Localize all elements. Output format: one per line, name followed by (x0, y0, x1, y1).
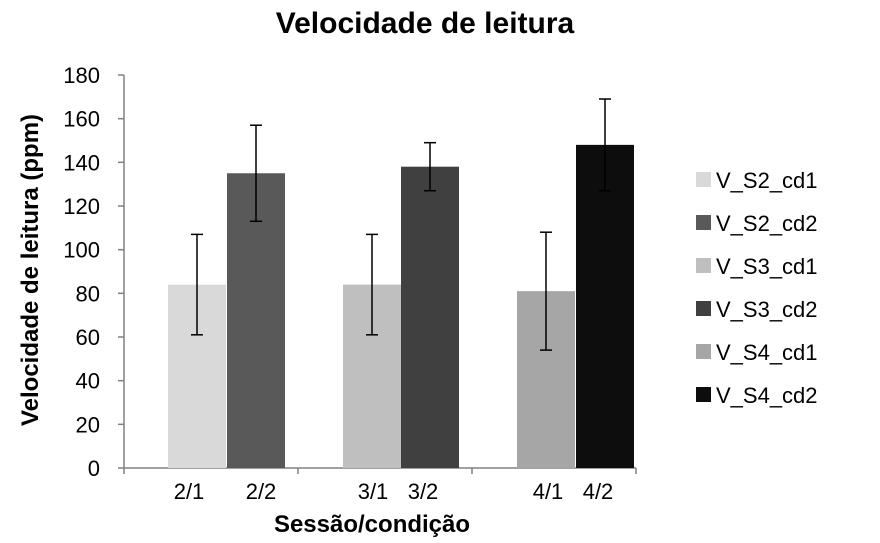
bar-v-s4-cd2 (576, 144, 634, 468)
y-tick-label: 100 (63, 238, 100, 263)
legend-swatch (696, 258, 711, 273)
bars (168, 144, 634, 468)
legend-item-v-s4-cd2: V_S4_cd2 (696, 383, 818, 408)
y-tick-label: 140 (63, 150, 100, 175)
y-axis-title: Velocidade de leitura (ppm) (17, 114, 44, 426)
legend-swatch (696, 387, 711, 402)
chart-title: Velocidade de leitura (276, 7, 575, 40)
legend: V_S2_cd1 V_S2_cd2 V_S3_cd1 V_S3_cd2 V_S4_cd1… (696, 168, 818, 408)
legend-swatch (696, 301, 711, 316)
legend-item-v-s4-cd1: V_S4_cd1 (696, 340, 818, 365)
y-axis: 0 20 40 60 80 100 120 140 160 180 (63, 63, 125, 481)
x-tick-label: 2/1 (174, 479, 205, 504)
x-tick-labels: 2/1 2/2 3/1 3/2 4/1 4/2 (174, 479, 614, 504)
legend-swatch (696, 215, 711, 230)
y-tick-label: 180 (63, 63, 100, 88)
legend-swatch (696, 344, 711, 359)
y-tick-label: 80 (76, 281, 100, 306)
y-tick-label: 120 (63, 194, 100, 219)
y-tick-label: 160 (63, 107, 100, 132)
legend-item-v-s3-cd2: V_S3_cd2 (696, 297, 818, 322)
x-tick-label: 4/2 (583, 479, 614, 504)
legend-label: V_S3_cd1 (716, 254, 818, 279)
legend-label: V_S2_cd1 (716, 168, 818, 193)
legend-item-v-s2-cd1: V_S2_cd1 (696, 168, 818, 193)
legend-swatch (696, 172, 711, 187)
bar-v-s3-cd2 (401, 166, 459, 468)
x-tick-label: 3/2 (408, 479, 439, 504)
y-tick-label: 40 (76, 369, 100, 394)
y-tick-label: 20 (76, 412, 100, 437)
legend-label: V_S3_cd2 (716, 297, 818, 322)
y-tick-label: 0 (88, 456, 100, 481)
x-axis-title: Sessão/condição (274, 511, 470, 538)
legend-label: V_S2_cd2 (716, 211, 818, 236)
x-tick-label: 3/1 (358, 479, 389, 504)
bar-v-s2-cd2 (227, 173, 285, 468)
y-tick-label: 60 (76, 325, 100, 350)
legend-item-v-s2-cd2: V_S2_cd2 (696, 211, 818, 236)
x-tick-label: 4/1 (533, 479, 564, 504)
x-axis (123, 467, 637, 474)
x-tick-label: 2/2 (246, 479, 277, 504)
legend-label: V_S4_cd1 (716, 340, 818, 365)
error-bars (191, 98, 611, 351)
legend-item-v-s3-cd1: V_S3_cd1 (696, 254, 818, 279)
legend-label: V_S4_cd2 (716, 383, 818, 408)
